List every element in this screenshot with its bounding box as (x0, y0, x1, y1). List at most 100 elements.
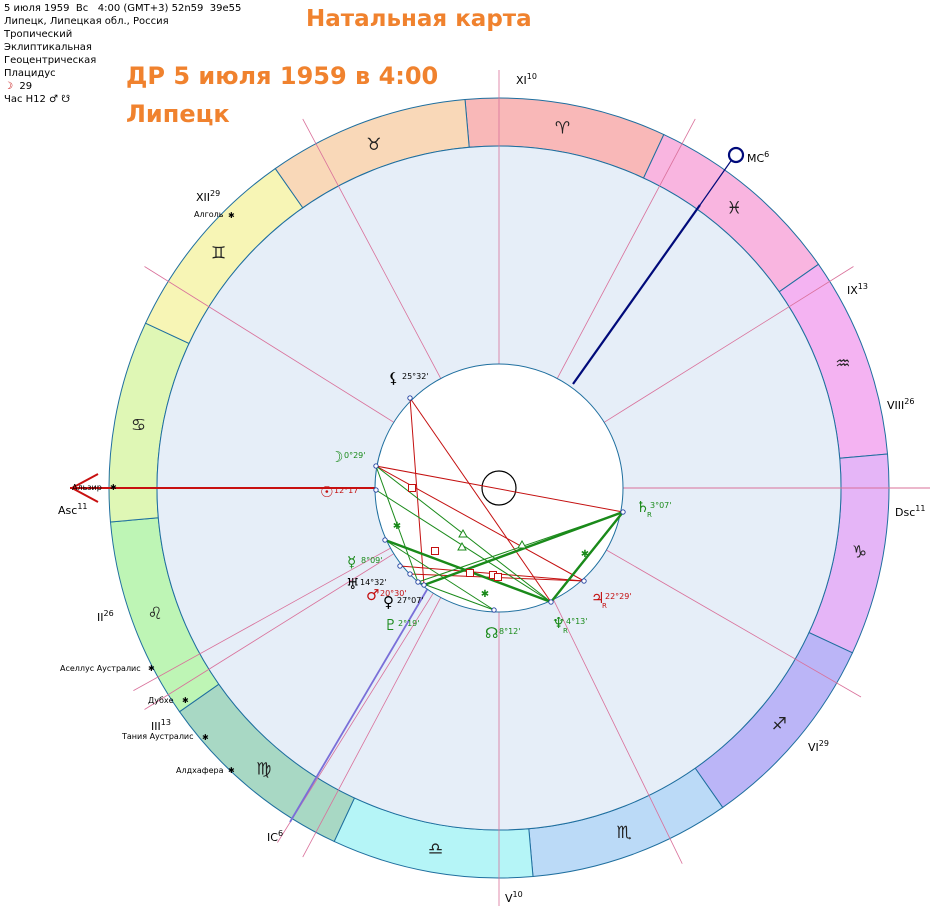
perspective: Геоцентрическая (4, 55, 97, 66)
scorpio-icon: ♏ (617, 823, 632, 843)
moon-day-number: 29 (19, 81, 33, 92)
star-icon: ✱ (182, 696, 189, 705)
uranus-icon: ♅ (346, 575, 359, 593)
house-cusp-line (144, 553, 395, 710)
planet-point-marker (581, 578, 587, 584)
trine-aspect-icon (517, 539, 527, 549)
birth-datetime-heading: ДР 5 июля 1959 в 4:00 (126, 62, 439, 90)
neptune-icon: ♆ (552, 614, 565, 632)
aries-icon: ♈ (555, 119, 570, 139)
date-time-coords: 5 июля 1959 Вс 4:00 (GMT+3) 52n59 39e55 (4, 3, 242, 14)
birth-place-heading: Липецк (126, 100, 230, 128)
house-cusp-line (133, 547, 391, 692)
imum-coeli-axis (289, 587, 429, 823)
moon-degree: 0°29' (344, 451, 365, 460)
fixed-star-label: Алголь (194, 210, 224, 219)
midheaven-marker-icon (727, 146, 745, 164)
house-label-dsc: Dsc11 (895, 504, 925, 519)
venus-icon: ♀ (383, 593, 394, 611)
aspect-line-red (375, 465, 624, 513)
planet-point-marker (491, 607, 497, 613)
aspect-line-green (384, 539, 495, 611)
uranus-degree: 14°32' (360, 578, 387, 587)
house-label-ix: IX13 (847, 282, 868, 297)
pluto-icon: ♇ (384, 616, 397, 634)
sextile-aspect-icon: ✱ (481, 589, 489, 600)
leo-icon: ♌ (147, 604, 162, 624)
square-aspect-icon (408, 484, 416, 492)
house-system: Плацидус (4, 68, 56, 79)
midheaven-axis-extension (699, 157, 734, 206)
fixed-star-label: Тания Аустралис (121, 732, 194, 741)
fixed-star-label: Аселлус Аустралис (60, 664, 141, 673)
planet-point-marker (407, 571, 413, 577)
lilith-icon: ⚸ (388, 369, 399, 387)
fixed-star-label: Алдхафера (176, 766, 224, 775)
house-label-iii: III13 (151, 718, 171, 733)
house-label-xi: XI10 (516, 72, 537, 87)
pisces-icon: ♓ (727, 199, 742, 219)
house-cusps (133, 70, 862, 906)
planet-point-marker (397, 563, 403, 569)
aspect-lines: ✱ ✱ ✱ (375, 397, 624, 611)
star-icon: ✱ (228, 211, 235, 220)
sagittarius-icon: ♐ (772, 714, 787, 734)
square-aspect-icon (466, 569, 474, 577)
house-cusp-line (552, 599, 683, 864)
house-label-xii: XII29 (196, 189, 220, 204)
house-label-asc: Asc11 (58, 502, 88, 517)
house-labels: Asc11 II26 III13 IC6 V10 VI29 Dsc11 VIII26 IX13 M… (58, 72, 925, 905)
square-aspect-icon (494, 573, 502, 581)
mercury-degree: 8°09' (361, 556, 382, 565)
zodiac-type: Тропический (4, 29, 73, 40)
sextile-aspect-icon: ✱ (581, 549, 589, 560)
planet-point-marker (421, 582, 427, 588)
fixed-stars: Алголь Альзир Аселлус Аустралис Дубхе Тания … (60, 210, 235, 775)
neptune-degree: 4°13' (566, 617, 587, 626)
zodiac-ring: ♈ ♓ ♒ ♑ ♐ ♏ ♎ ♍ ♌ ♋ ♊ ♉ (108, 97, 890, 879)
jupiter-icon: ♃ (591, 589, 604, 607)
page-title: Натальная карта (306, 6, 532, 32)
saturn-degree: 3°07' (650, 501, 671, 510)
mars-degree: 20°30' (380, 589, 407, 598)
chart-info-panel: 5 июля 1959 Вс 4:00 (GMT+3) 52n59 39e55 … (4, 2, 241, 106)
jupiter-degree: 22°29' (605, 592, 632, 601)
moon-icon: ☽ (4, 81, 13, 92)
sextile-aspect-icon: ✱ (393, 521, 401, 532)
house-label-viii: VIII26 (887, 397, 914, 412)
ascendant-arrow-icon (69, 473, 99, 503)
house-label-ii: II26 (97, 609, 114, 624)
sun-degree: 12°17' (334, 486, 361, 495)
star-icon: ✱ (228, 766, 235, 775)
capricorn-icon: ♑ (852, 543, 867, 563)
chart-axes (69, 146, 930, 823)
house-label-v: V10 (505, 890, 523, 905)
aspect-line-red (409, 397, 552, 603)
aquarius-icon: ♒ (835, 354, 850, 374)
trine-aspect-icon (457, 541, 467, 551)
midheaven-axis (572, 204, 701, 385)
node-degree: 8°12' (499, 627, 520, 636)
star-icon: ✱ (148, 664, 155, 673)
planet-point-marker (407, 395, 413, 401)
center-circle (481, 470, 517, 506)
venus-degree: 27°07' (397, 596, 424, 605)
planet-point-marker (548, 599, 554, 605)
mercury-icon: ☿ (347, 553, 356, 571)
planet-point-marker (373, 487, 379, 493)
coordinate-system: Эклиптикальная (4, 42, 92, 53)
fixed-star-label: Дубхе (148, 696, 174, 705)
saturn-icon: ♄ (636, 498, 649, 516)
house-cusp-line (144, 266, 395, 423)
sun-icon: ☉ (320, 483, 333, 501)
planet-point-marker (620, 509, 626, 515)
pluto-degree: 2°19' (398, 619, 419, 628)
planet-point-marker (415, 579, 421, 585)
planets: ⚸ 25°32' ☽ 0°29' ☉ 12°17' ☿ 8°09' ♅ 14°32'♂ 20°30'… (320, 369, 671, 642)
planet-points (373, 395, 626, 613)
virgo-icon: ♍ (256, 759, 271, 779)
aspect-line-green (417, 581, 495, 611)
house-label-vi: VI29 (808, 739, 829, 754)
gemini-icon: ♊ (211, 244, 226, 264)
